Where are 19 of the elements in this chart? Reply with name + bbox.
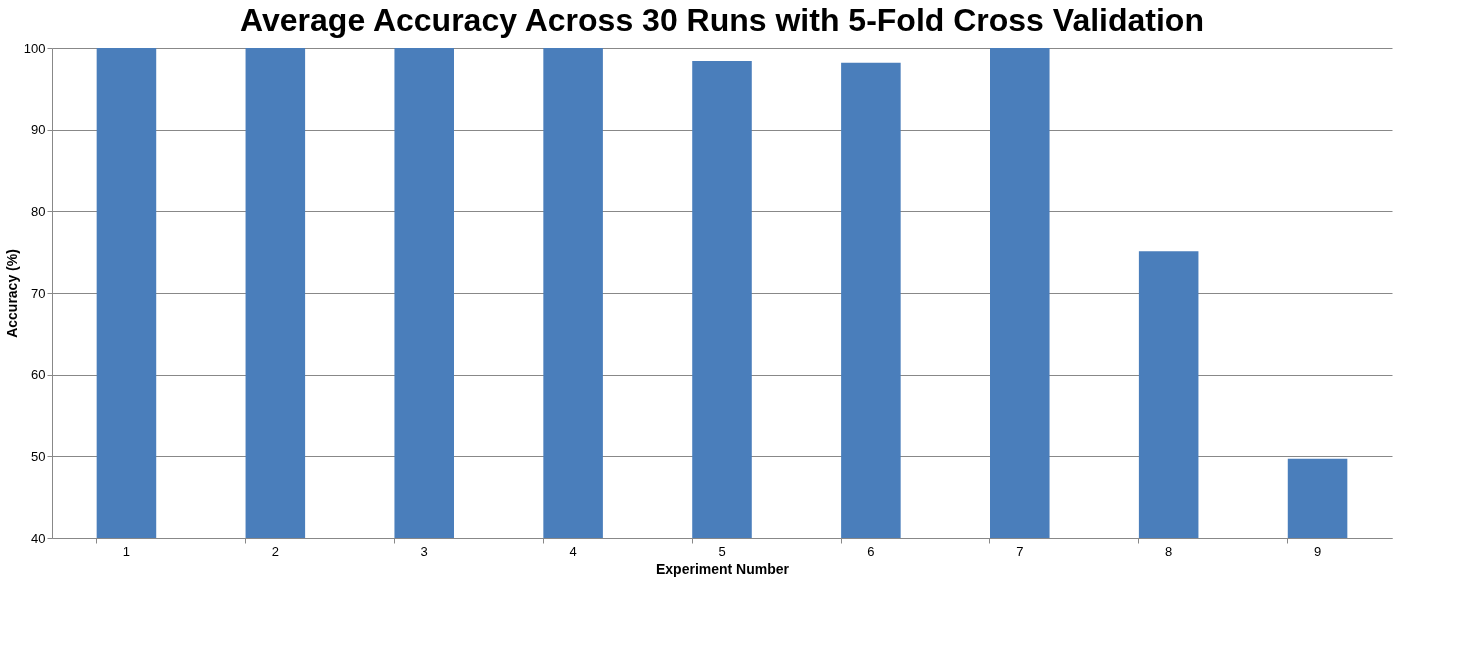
x-tick-label: 5 xyxy=(718,543,726,559)
x-axis-title: Experiment Number xyxy=(655,560,790,577)
y-tick-label: 60 xyxy=(31,367,46,383)
y-tick-label: 90 xyxy=(31,122,46,138)
y-tick-label: 70 xyxy=(31,285,46,301)
y-tick-label: 40 xyxy=(31,530,46,546)
chart-title: Average Accuracy Across 30 Runs with 5-Fold Cross Validation xyxy=(240,2,1204,38)
y-tick-label: 80 xyxy=(31,203,46,219)
x-tick-label: 8 xyxy=(1165,543,1173,559)
x-tick-label: 1 xyxy=(122,543,131,559)
y-tick-label: 100 xyxy=(23,40,46,56)
y-tick-label: 50 xyxy=(31,448,46,464)
x-tick-label: 3 xyxy=(420,543,428,559)
x-tick-label: 2 xyxy=(271,543,279,559)
y-axis-title: Accuracy (%) xyxy=(3,249,20,338)
x-tick-label: 6 xyxy=(867,543,875,559)
x-tick-label: 7 xyxy=(1016,543,1024,559)
x-tick-label: 4 xyxy=(569,543,577,559)
x-tick-label: 9 xyxy=(1313,543,1322,559)
